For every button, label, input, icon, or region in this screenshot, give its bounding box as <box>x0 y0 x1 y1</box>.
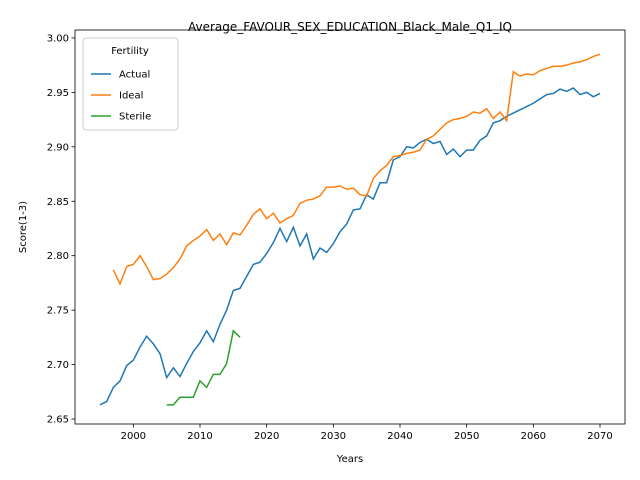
y-axis-label: Score(1-3) <box>18 201 29 253</box>
y-tick-label: 2.90 <box>47 142 69 153</box>
x-axis-label: Years <box>336 454 363 465</box>
y-tick-label: 2.85 <box>47 197 69 208</box>
y-tick-label: 2.65 <box>47 414 69 425</box>
y-tick-label: 2.75 <box>47 306 69 317</box>
line-series <box>99 87 601 406</box>
chart-title: Average_FAVOUR_SEX_EDUCATION_Black_Male_… <box>188 20 512 34</box>
x-tick-label: 2060 <box>521 431 546 442</box>
x-tick-label: 2050 <box>454 431 479 442</box>
y-tick-label: 2.80 <box>47 251 69 262</box>
x-tick-label: 2040 <box>387 431 412 442</box>
legend-label: Actual <box>119 70 150 81</box>
legend-label: Ideal <box>119 91 143 102</box>
x-tick-label: 2070 <box>587 431 612 442</box>
plot-frame <box>74 29 626 425</box>
legend-box <box>82 37 179 131</box>
line-series <box>166 329 241 406</box>
y-tick-label: 2.70 <box>47 360 69 371</box>
y-tick-label: 2.95 <box>47 88 69 99</box>
x-tick-label: 2020 <box>254 431 279 442</box>
legend-label: Sterile <box>119 112 151 123</box>
x-tick-label: 2030 <box>321 431 346 442</box>
x-tick-label: 2010 <box>187 431 212 442</box>
x-tick-label: 2000 <box>121 431 146 442</box>
legend-title: Fertility <box>111 46 149 57</box>
line-series <box>112 53 601 286</box>
y-tick-label: 3.00 <box>47 33 69 44</box>
